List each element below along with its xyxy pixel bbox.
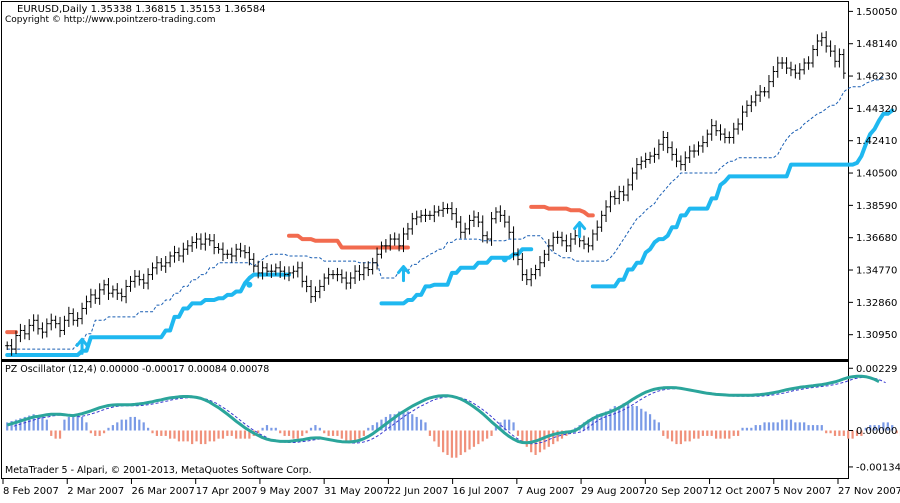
price-tick-label: 1.38590 [856,201,897,212]
dashed-trailing-line [7,76,884,350]
price-panel-frame [1,1,849,360]
oscillator-histogram [6,403,900,458]
trailing-dashed-line [7,76,884,350]
date-tick-label: 7 Aug 2007 [517,486,575,497]
date-tick-label: 22 Jun 2007 [388,486,448,497]
short-stop-segment [287,233,410,250]
short-stop-segment [529,204,595,218]
oscillator-panel-frame [1,361,849,479]
oscillator-tick-label: -0.00134 [856,462,900,473]
price-tick-label: 1.44320 [856,104,897,115]
price-tick-label: 1.32860 [856,298,897,309]
buy-arrow-icon [396,265,410,283]
price-tick-label: 1.46230 [856,72,897,83]
oscillator-tick-label: 0.00229 [856,364,897,375]
date-tick-label: 31 May 2007 [324,486,389,497]
date-tick-label: 20 Sep 2007 [645,486,708,497]
buy-arrow-icon [573,221,587,239]
signal-line [13,376,886,445]
buy-arrow-icon [75,337,89,355]
price-tick-label: 1.34770 [856,266,897,277]
signal-markers [75,221,587,355]
date-tick-label: 9 May 2007 [260,486,319,497]
long-stop-line [5,108,895,357]
oscillator-axis[interactable]: 0.00229 0.00000 -0.00134 [849,364,900,474]
date-tick-label: 5 Nov 2007 [774,486,832,497]
signal-dot-icon [501,256,508,263]
oscillator-tick-label: 0.00000 [856,426,897,437]
date-tick-label: 16 Jul 2007 [453,486,510,497]
long-stop-segment [5,272,291,357]
date-tick-label: 26 Mar 2007 [131,486,194,497]
price-tick-label: 1.42410 [856,136,897,147]
price-bars[interactable] [5,31,846,356]
copyright-text: Copyright © http://www.pointzero-trading… [5,15,216,25]
price-tick-label: 1.36680 [856,233,897,244]
date-tick-label: 17 Apr 2007 [196,486,258,497]
date-tick-label: 8 Feb 2007 [3,486,59,497]
symbol-header: EURUSD,Daily 1.35338 1.36815 1.35153 1.3… [17,4,266,15]
short-stop-line [5,204,595,335]
date-tick-label: 27 Nov 2007 [838,486,900,497]
footer-text: MetaTrader 5 - Alpari, © 2001-2013, Meta… [5,465,312,476]
date-tick-label: 12 Oct 2007 [710,486,772,497]
price-axis[interactable]: 1.50050 1.48140 1.46230 1.44320 1.42410 1.405… [849,7,897,341]
price-tick-label: 1.40500 [856,169,897,180]
long-stop-segment [590,108,895,289]
date-tick-label: 29 Aug 2007 [581,486,645,497]
price-tick-label: 1.30950 [856,330,897,341]
oscillator-main-line [6,374,880,445]
date-axis[interactable]: 8 Feb 2007 2 Mar 2007 26 Mar 2007 17 Apr 20… [2,479,900,497]
price-tick-label: 1.48140 [856,39,897,50]
date-tick-label: 2 Mar 2007 [67,486,124,497]
signal-dot-icon [246,281,253,288]
oscillator-signal-line [13,376,886,445]
oscillator-title: PZ Oscillator (12,4) 0.00000 -0.00017 0.… [5,364,270,375]
oscillator-line [6,374,880,445]
price-tick-label: 1.50050 [856,7,897,18]
